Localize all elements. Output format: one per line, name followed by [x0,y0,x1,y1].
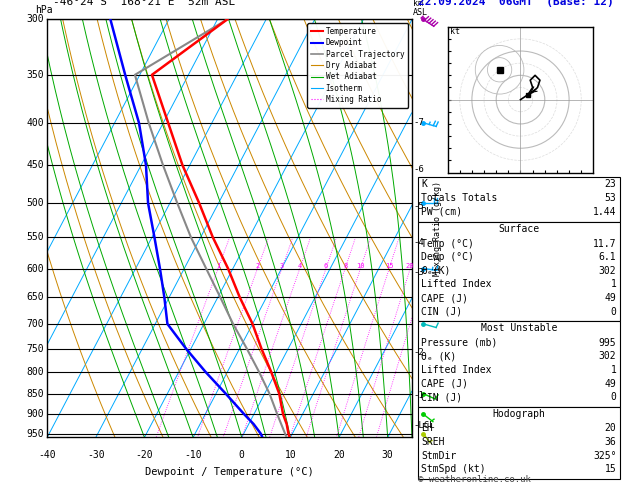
Text: 950: 950 [26,429,44,439]
Text: Temp (°C): Temp (°C) [421,239,474,249]
Legend: Temperature, Dewpoint, Parcel Trajectory, Dry Adiabat, Wet Adiabat, Isotherm, Mi: Temperature, Dewpoint, Parcel Trajectory… [308,23,408,107]
Text: Hodograph: Hodograph [493,409,545,419]
Text: -3: -3 [413,268,424,277]
Text: 0: 0 [611,307,616,317]
Text: 15: 15 [385,262,393,268]
Text: 49: 49 [604,379,616,389]
Text: Lifted Index: Lifted Index [421,365,492,375]
Text: © weatheronline.co.uk: © weatheronline.co.uk [418,474,531,484]
Text: -30: -30 [87,450,104,460]
Text: 53: 53 [604,193,616,203]
Text: SREH: SREH [421,437,445,447]
Text: Most Unstable: Most Unstable [481,323,557,333]
Text: 300: 300 [26,15,44,24]
Text: CIN (J): CIN (J) [421,307,462,317]
Text: StmDir: StmDir [421,451,457,461]
Text: -1: -1 [413,391,424,400]
Text: 10: 10 [284,450,296,460]
Text: 650: 650 [26,292,44,302]
Text: Mixing Ratio (g/kg): Mixing Ratio (g/kg) [433,181,442,276]
Text: 1.44: 1.44 [593,207,616,217]
Text: 4: 4 [298,262,302,268]
Text: StmSpd (kt): StmSpd (kt) [421,464,486,474]
Text: 0: 0 [239,450,245,460]
Text: 302: 302 [599,266,616,276]
Text: hPa: hPa [35,4,53,15]
Text: θₑ(K): θₑ(K) [421,266,451,276]
Text: 1: 1 [216,262,220,268]
Text: 20: 20 [604,423,616,434]
Text: 20: 20 [333,450,345,460]
Text: CAPE (J): CAPE (J) [421,293,469,303]
Text: 36: 36 [604,437,616,447]
Text: Surface: Surface [498,224,540,234]
Text: -10: -10 [184,450,202,460]
Text: 6: 6 [324,262,328,268]
Text: 2: 2 [255,262,260,268]
Text: EH: EH [421,423,433,434]
Text: 3: 3 [280,262,284,268]
Text: 8: 8 [343,262,347,268]
Text: 450: 450 [26,160,44,170]
Text: 600: 600 [26,263,44,274]
Text: 750: 750 [26,344,44,354]
Text: K: K [421,179,427,190]
Text: CIN (J): CIN (J) [421,392,462,402]
Text: 350: 350 [26,70,44,80]
Text: 1: 1 [611,365,616,375]
Text: Pressure (mb): Pressure (mb) [421,338,498,348]
Text: 325°: 325° [593,451,616,461]
Text: -4: -4 [413,238,424,247]
Text: -7: -7 [413,118,424,127]
Text: 30: 30 [382,450,394,460]
Text: 850: 850 [26,389,44,399]
Text: -46°24'S  168°21'E  52m ASL: -46°24'S 168°21'E 52m ASL [53,0,236,7]
Text: 302: 302 [599,351,616,362]
Text: kt: kt [450,27,460,36]
Text: -LCL: -LCL [413,421,435,431]
Text: 10: 10 [356,262,365,268]
Text: 550: 550 [26,232,44,242]
Text: 995: 995 [599,338,616,348]
Text: -5: -5 [413,202,424,211]
Text: 15: 15 [604,464,616,474]
Text: 900: 900 [26,409,44,419]
Text: Totals Totals: Totals Totals [421,193,498,203]
Text: 23: 23 [604,179,616,190]
Text: -40: -40 [38,450,56,460]
Text: 49: 49 [604,293,616,303]
Text: 500: 500 [26,198,44,208]
Text: 400: 400 [26,118,44,128]
Text: Dewp (°C): Dewp (°C) [421,252,474,262]
Text: -6: -6 [413,165,424,174]
Text: 0: 0 [611,392,616,402]
Text: 700: 700 [26,319,44,329]
Text: 6.1: 6.1 [599,252,616,262]
Text: Dewpoint / Temperature (°C): Dewpoint / Temperature (°C) [145,467,314,477]
Text: -20: -20 [136,450,153,460]
Text: -2: -2 [413,348,424,357]
Text: km
ASL: km ASL [413,0,428,17]
Text: PW (cm): PW (cm) [421,207,462,217]
Text: CAPE (J): CAPE (J) [421,379,469,389]
Text: 20: 20 [406,262,415,268]
Text: 22.09.2024  06GMT  (Base: 12): 22.09.2024 06GMT (Base: 12) [418,0,614,7]
Text: 11.7: 11.7 [593,239,616,249]
Text: 800: 800 [26,367,44,377]
Text: 1: 1 [611,279,616,290]
Text: Lifted Index: Lifted Index [421,279,492,290]
Text: θₑ (K): θₑ (K) [421,351,457,362]
